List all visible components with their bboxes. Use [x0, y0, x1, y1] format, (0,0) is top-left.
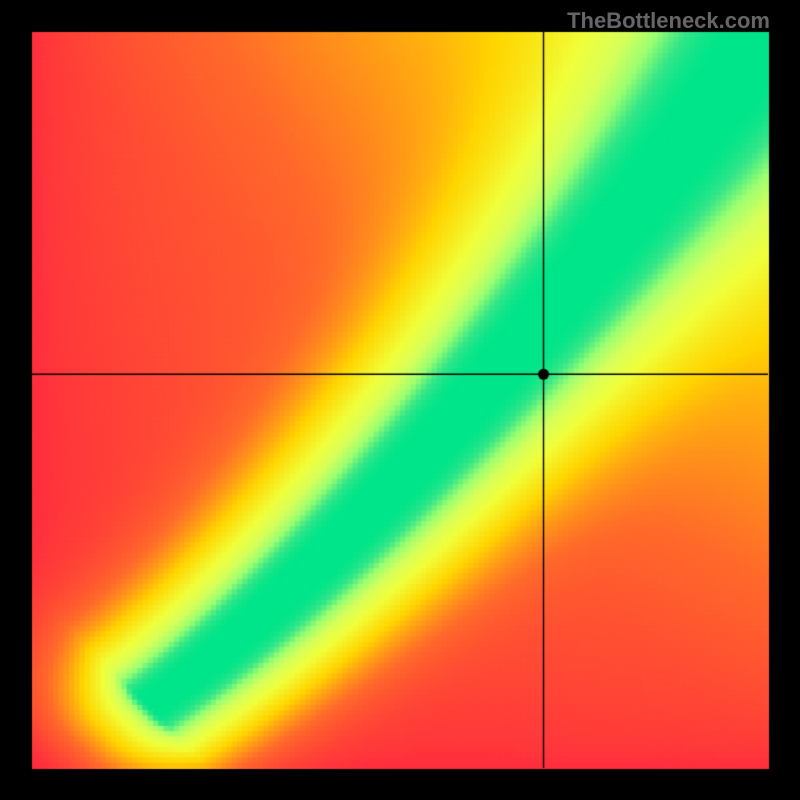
bottleneck-heatmap [0, 0, 800, 800]
chart-frame: TheBottleneck.com [0, 0, 800, 800]
watermark-text: TheBottleneck.com [567, 8, 770, 34]
